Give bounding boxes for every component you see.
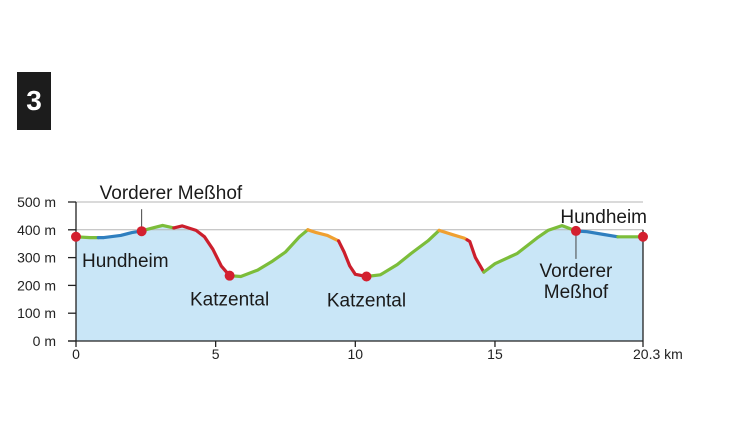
x-tick-label: 20.3 km [633,346,683,362]
waypoint-label: Vorderer Meßhof [100,183,243,204]
profile-segment [138,223,176,233]
y-tick-label: 500 m [17,194,56,210]
stage-number-badge: 3 [17,72,51,130]
waypoint-marker [570,225,581,236]
waypoint-label: Vorderer [540,261,614,282]
waypoint-marker [638,231,648,242]
y-tick-label: 100 m [17,305,56,321]
profile-segment [364,228,441,279]
waypoint-label: Katzental [190,290,269,311]
waypoint-label: Hundheim [82,251,169,272]
profile-segment [172,224,232,278]
y-tick-label: 300 m [17,250,56,266]
waypoint-marker [361,271,372,282]
waypoint-label: Katzental [327,291,406,312]
x-tick-label: 0 [72,346,80,362]
waypoint-label: Hundheim [560,207,647,228]
x-tick-label: 15 [487,346,503,362]
profile-segment [228,228,310,279]
profile-segment [437,228,469,242]
profile-segment [577,229,620,239]
profile-segment [306,228,341,243]
profile-segment [96,229,142,240]
waypoint-marker [224,270,235,281]
y-tick-label: 200 m [17,277,56,293]
waypoint-marker [136,226,147,237]
y-tick-label: 0 m [33,333,56,349]
profile-segment [465,238,486,274]
elevation-area [76,225,643,341]
x-tick-label: 10 [348,346,364,362]
y-tick-label: 400 m [17,222,56,238]
profile-segment [337,239,369,279]
x-tick-label: 5 [212,346,220,362]
waypoint-marker [71,231,81,242]
waypoint-label: Meßhof [544,282,609,303]
